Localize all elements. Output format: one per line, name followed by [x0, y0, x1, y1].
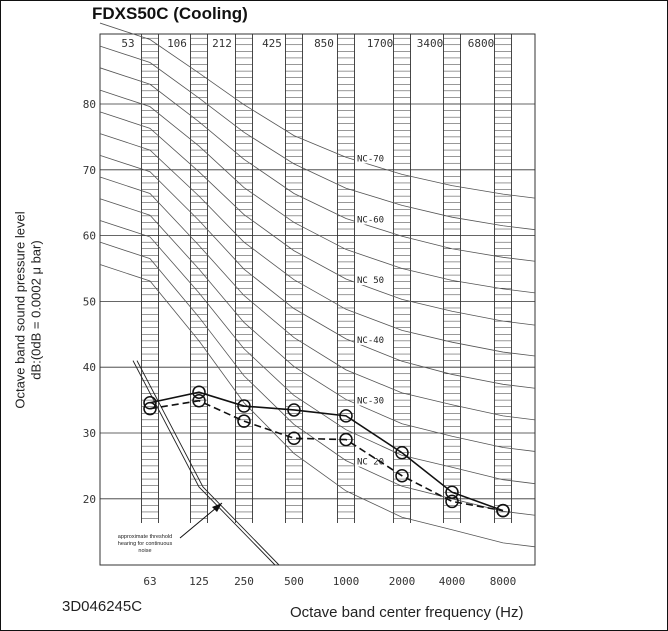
series-marker — [192, 385, 206, 399]
threshold-note: approximate threshold — [118, 534, 172, 540]
nc-label-bg — [355, 334, 389, 345]
x-tick-label-top: 6800 — [468, 37, 495, 50]
drawing-code: 3D046245C — [62, 598, 143, 615]
y-tick-label: 20 — [83, 493, 96, 506]
series-marker — [192, 394, 206, 408]
y-tick-label: 30 — [83, 427, 96, 440]
series-line-dashed — [149, 399, 504, 512]
nc-curve — [99, 45, 536, 231]
x-tick-label-top: 106 — [167, 37, 187, 50]
nc-curve — [99, 111, 536, 326]
chart-title: FDXS50C (Cooling) — [92, 4, 248, 23]
y-tick-label: 40 — [83, 361, 96, 374]
x-tick-label-bottom: 500 — [284, 575, 304, 588]
x-tick-label-top: 3400 — [417, 37, 444, 50]
y-tick-label: 60 — [83, 230, 96, 243]
series-marker — [237, 399, 251, 413]
nc-label-bg — [355, 153, 389, 164]
series-marker — [287, 403, 301, 417]
x-tick-label-top: 425 — [262, 37, 282, 50]
series-marker — [445, 494, 459, 509]
x-tick-label-bottom: 4000 — [439, 575, 466, 588]
nc-label-bg — [355, 275, 389, 286]
nc-curve-label: NC 50 — [357, 276, 384, 286]
x-tick-label-bottom: 125 — [189, 575, 209, 588]
series-marker — [496, 503, 510, 518]
threshold-curve — [132, 360, 276, 566]
nc-curve-label: NC-60 — [357, 215, 384, 225]
nc-curve — [99, 133, 536, 357]
x-tick-label-top: 850 — [314, 37, 334, 50]
x-axis-title: Octave band center frequency (Hz) — [290, 604, 524, 621]
x-tick-label-bottom: 250 — [234, 575, 254, 588]
nc-curve — [99, 22, 536, 199]
y-tick-label: 80 — [83, 98, 96, 111]
series-marker — [287, 431, 301, 446]
series-marker — [339, 432, 353, 447]
nc-label-bg — [355, 395, 389, 406]
nc-curve — [99, 89, 536, 294]
nc-curve — [99, 67, 536, 262]
series-marker — [395, 469, 409, 483]
threshold-pointer-head — [212, 503, 222, 512]
x-tick-label-top: 53 — [121, 37, 134, 50]
x-tick-label-top: 1700 — [367, 37, 394, 50]
threshold-curve — [136, 360, 280, 566]
x-tick-label-bottom: 8000 — [490, 575, 517, 588]
nc-curve-label: NC-70 — [357, 154, 384, 164]
nc-curve — [99, 198, 536, 452]
y-tick-label: 70 — [83, 164, 96, 177]
x-tick-label-top: 212 — [212, 37, 232, 50]
x-tick-label-bottom: 2000 — [389, 575, 416, 588]
threshold-note: noise — [138, 548, 151, 554]
nc-curve — [99, 154, 536, 389]
series-marker — [237, 414, 251, 428]
nc-curve-label: NC-30 — [357, 396, 384, 406]
series-marker — [143, 395, 157, 410]
nc-curve-label: NC-40 — [357, 336, 384, 346]
nc-label-bg — [355, 456, 389, 467]
series-marker — [445, 485, 459, 499]
series-marker — [395, 445, 409, 460]
y-tick-label: 50 — [83, 295, 96, 308]
x-tick-label-bottom: 63 — [143, 575, 156, 588]
nc-curve — [99, 176, 536, 421]
series-line-solid — [149, 391, 504, 512]
nc-curve-label: NC 20 — [357, 458, 384, 468]
plot-area — [99, 33, 536, 566]
x-tick-label-bottom: 1000 — [333, 575, 360, 588]
nc-curve — [99, 264, 536, 548]
nc-curve — [99, 241, 536, 516]
threshold-note: hearing for continuous — [118, 541, 173, 547]
series-marker — [339, 409, 353, 423]
series-marker — [143, 401, 157, 416]
nc-label-bg — [355, 214, 389, 225]
